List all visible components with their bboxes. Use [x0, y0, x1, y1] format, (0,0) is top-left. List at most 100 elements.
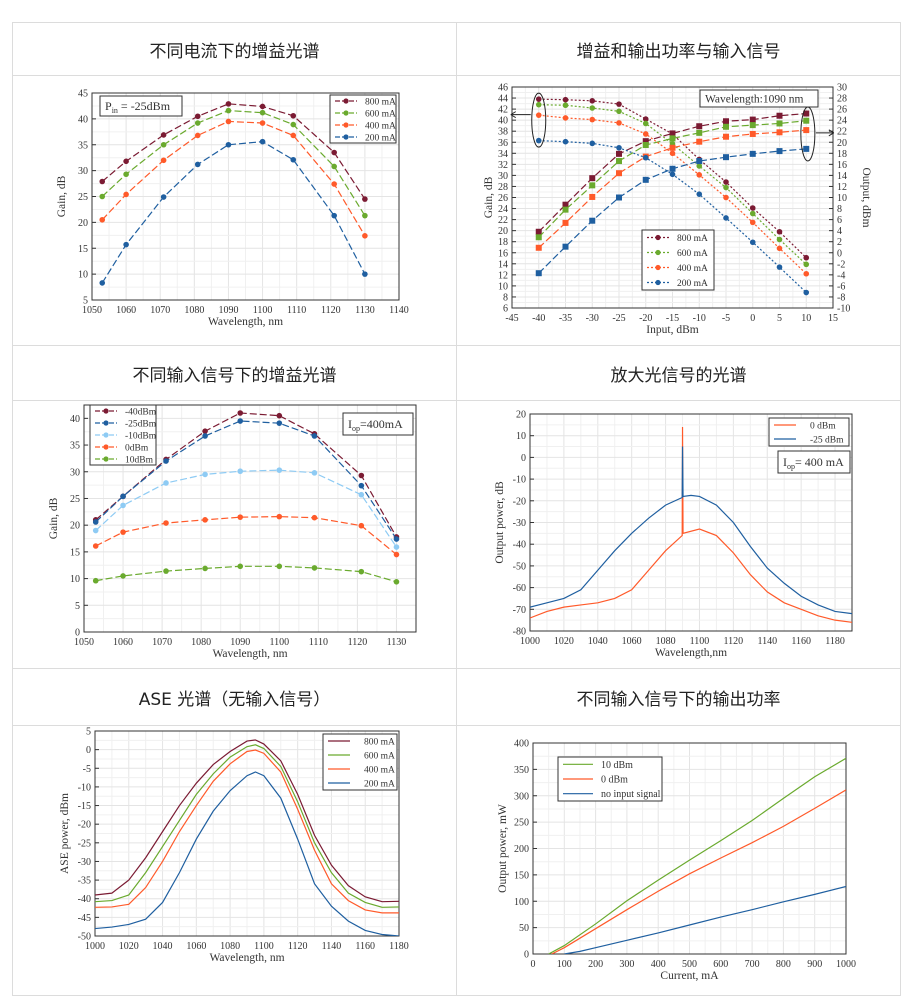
- legend-item: 400 mA: [328, 766, 395, 776]
- x-axis-label: Wavelength, nm: [212, 648, 287, 660]
- y2-tick-label: 30: [837, 83, 847, 94]
- y2-tick-label: 18: [837, 149, 847, 160]
- series-line: [564, 885, 846, 954]
- y-tick-label: 6: [503, 304, 508, 315]
- series-point: [160, 132, 167, 138]
- series-point: [311, 433, 318, 439]
- output-series-point: [642, 142, 649, 149]
- legend-marker: [343, 110, 349, 116]
- series-point: [123, 158, 129, 165]
- y2-tick-label: 16: [837, 160, 847, 171]
- y-tick-label: 150: [514, 870, 529, 881]
- legend: 10 dBm 0 dBm no input signal: [557, 756, 663, 802]
- legend-label: 400 mA: [365, 122, 396, 132]
- output-series-point: [562, 243, 569, 250]
- plot-frame: [532, 742, 847, 955]
- annotation-box: Iop= 400 mA: [777, 450, 851, 474]
- series-point: [393, 578, 400, 585]
- x-tick-label: 1060: [622, 636, 642, 647]
- legend: -40dBm -25dBm -10dBm 0dBm 10dBm: [89, 404, 157, 466]
- y2-tick-label: -2: [837, 259, 845, 270]
- x-tick-label: -25: [612, 313, 625, 324]
- gain-series-point: [776, 236, 783, 243]
- output-series-point: [589, 217, 596, 224]
- series-point: [163, 480, 169, 486]
- y-tick-label: -70: [513, 605, 526, 616]
- gain-series-point: [535, 101, 542, 108]
- output-series-point: [535, 228, 542, 235]
- gain-series-point: [562, 96, 569, 103]
- chart-6: 0 100 200 300 400 500 600 700 800 900 1000 0 50 100 15…: [497, 739, 856, 983]
- series-point: [123, 241, 129, 248]
- legend-label: 0 dBm: [810, 422, 836, 432]
- legend-item: 400 mA: [647, 264, 708, 274]
- legend-label: 800 mA: [365, 98, 396, 108]
- output-series-point: [776, 129, 783, 136]
- legend-label: -25dBm: [125, 420, 157, 430]
- chart-4: 1000 1020 1040 1060 1080 1100 1120 1140 1160 1180…: [494, 410, 853, 659]
- gain-series-point: [723, 179, 729, 185]
- series-point: [92, 519, 99, 525]
- series-line: [101, 109, 366, 216]
- legend-marker: [655, 264, 661, 271]
- legend-item: -25dBm: [95, 420, 157, 430]
- x-axis-label: Current, mA: [660, 970, 719, 982]
- x-tick-label: -5: [722, 313, 730, 324]
- annotation-main: Wavelength:1090 nm: [705, 94, 803, 106]
- x-tick-label: 1070: [152, 637, 172, 648]
- plot-frame: [94, 730, 400, 937]
- legend-marker: [103, 408, 109, 414]
- y-tick-label: -30: [78, 857, 91, 868]
- gain-series-point: [642, 120, 649, 127]
- x-axis-label: Wavelength, nm: [208, 316, 283, 328]
- gain-series-point: [642, 154, 649, 161]
- y-tick-label: 40: [498, 116, 508, 127]
- gain-series-point: [723, 215, 729, 221]
- annotation-rest: =400mA: [360, 417, 403, 431]
- annotation-box: Iop=400mA: [342, 412, 414, 436]
- x-tick-label: 1180: [389, 941, 409, 952]
- x-tick-label: 1140: [389, 305, 409, 316]
- series-point: [331, 212, 337, 219]
- x-tick-label: 1090: [230, 637, 250, 648]
- legend-box: [322, 733, 398, 791]
- legend: 800 mA 600 mA 400 mA 200 mA: [329, 94, 397, 144]
- legend-label: 200 mA: [677, 279, 708, 289]
- series-point: [259, 109, 266, 116]
- plot-frame: [91, 92, 400, 301]
- legend-marker: [103, 444, 109, 450]
- y-tick-label: -10: [513, 475, 526, 486]
- output-series-point: [749, 150, 756, 157]
- output-series-point: [696, 138, 703, 145]
- series-point: [358, 491, 365, 498]
- y-tick-label: 10: [498, 281, 508, 292]
- legend-label: 600 mA: [365, 110, 396, 120]
- annotation-text: Iop=400mA: [348, 417, 403, 433]
- y-tick-label: 12: [498, 270, 508, 281]
- series-line: [95, 565, 397, 583]
- legend-label: 0dBm: [125, 444, 149, 454]
- annotation-box: Wavelength:1090 nm: [699, 89, 819, 108]
- series-point: [276, 412, 283, 419]
- x-tick-label: 1140: [757, 636, 777, 647]
- series-point: [331, 149, 337, 156]
- series-point: [276, 467, 283, 473]
- output-series-point: [562, 201, 569, 208]
- gain-group-ellipse: [531, 92, 547, 148]
- annotation-text: Wavelength:1090 nm: [705, 94, 803, 106]
- y-axis-label: Gain, dB: [483, 176, 495, 218]
- series-point: [123, 171, 129, 178]
- series-point: [311, 514, 318, 521]
- output-series-point: [589, 193, 596, 200]
- x-tick-label: 1160: [791, 636, 811, 647]
- x-tick-label: 1110: [309, 637, 328, 648]
- y-tick-label: 42: [498, 105, 508, 116]
- legend-item: 800 mA: [647, 234, 708, 244]
- annotation-rest: = 400 mA: [795, 455, 844, 469]
- y-tick-label: 10: [516, 431, 526, 442]
- gain-series-point: [803, 289, 810, 296]
- gain-series-point: [696, 172, 703, 178]
- legend-item: 200 mA: [335, 134, 396, 144]
- series-point: [259, 138, 266, 145]
